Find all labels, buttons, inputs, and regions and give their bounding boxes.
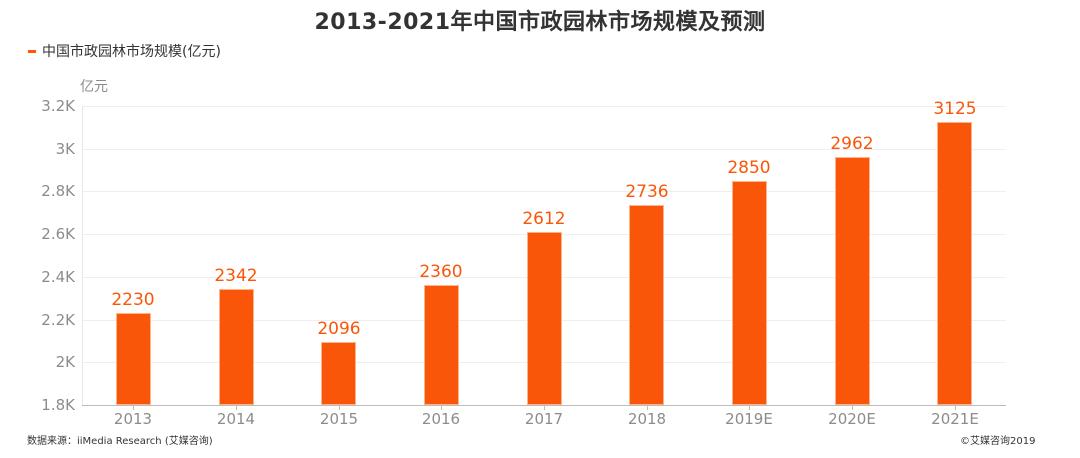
y-axis-line — [82, 106, 83, 406]
bar-2017[interactable] — [527, 232, 562, 405]
x-tick-label: 2013 — [113, 410, 153, 428]
bar-2021E[interactable] — [937, 122, 972, 405]
x-tick-label: 2014 — [216, 410, 256, 428]
value-label: 2612 — [522, 209, 566, 229]
x-tick-mark — [339, 405, 340, 410]
bar-2018[interactable] — [629, 205, 664, 405]
x-tick-label: 2020E — [828, 410, 876, 428]
x-tick-mark — [133, 405, 134, 410]
bar-2013[interactable] — [116, 313, 151, 405]
x-tick-mark — [236, 405, 237, 410]
y-tick-label: 1.8K — [41, 396, 75, 414]
y-tick-label: 2.8K — [41, 182, 75, 201]
value-label: 2962 — [830, 134, 874, 154]
y-tick-label: 2.2K — [41, 310, 75, 329]
x-tick-label: 2015 — [319, 410, 359, 428]
legend-swatch-icon — [28, 49, 36, 53]
x-tick-label: 2017 — [524, 410, 564, 428]
bar-2020E[interactable] — [835, 157, 870, 405]
x-tick-mark — [852, 405, 853, 410]
x-tick-mark — [647, 405, 648, 410]
y-tick-label: 2.6K — [41, 225, 75, 244]
value-label: 2230 — [111, 290, 155, 310]
value-label: 2850 — [727, 158, 771, 178]
x-tick-mark — [441, 405, 442, 410]
gridline — [82, 191, 1006, 192]
y-tick-label: 3.2K — [41, 97, 75, 115]
bar-2016[interactable] — [424, 285, 459, 405]
legend-label: 中国市政园林市场规模(亿元) — [42, 44, 221, 60]
x-tick-label: 2021E — [931, 410, 979, 428]
value-label: 3125 — [933, 99, 977, 119]
bar-2014[interactable] — [219, 289, 254, 405]
x-tick-label: 2019E — [725, 410, 773, 428]
gridline — [82, 106, 1006, 107]
x-tick-mark — [544, 405, 545, 410]
y-tick-label: 2.4K — [41, 267, 75, 286]
chart-title: 2013-2021年中国市政园林市场规模及预测 — [314, 10, 766, 35]
legend[interactable]: 中国市政园林市场规模(亿元) — [28, 41, 221, 61]
y-tick-label: 3K — [55, 139, 75, 158]
value-label: 2096 — [317, 319, 361, 339]
bar-2015[interactable] — [321, 342, 356, 405]
x-tick-label: 2016 — [421, 410, 461, 428]
x-tick-mark — [749, 405, 750, 410]
value-label: 2736 — [625, 182, 669, 202]
bar-2019E[interactable] — [732, 181, 767, 405]
x-tick-mark — [955, 405, 956, 410]
gridline — [82, 149, 1006, 150]
data-source: 数据来源：iiMedia Research (艾媒咨询) — [27, 436, 213, 447]
y-tick-label: 2K — [55, 353, 75, 372]
y-axis-unit: 亿元 — [80, 79, 108, 95]
copyright: ©艾媒咨询2019 — [960, 436, 1036, 447]
value-label: 2360 — [419, 262, 463, 282]
value-label: 2342 — [214, 266, 258, 286]
x-tick-label: 2018 — [627, 410, 667, 428]
